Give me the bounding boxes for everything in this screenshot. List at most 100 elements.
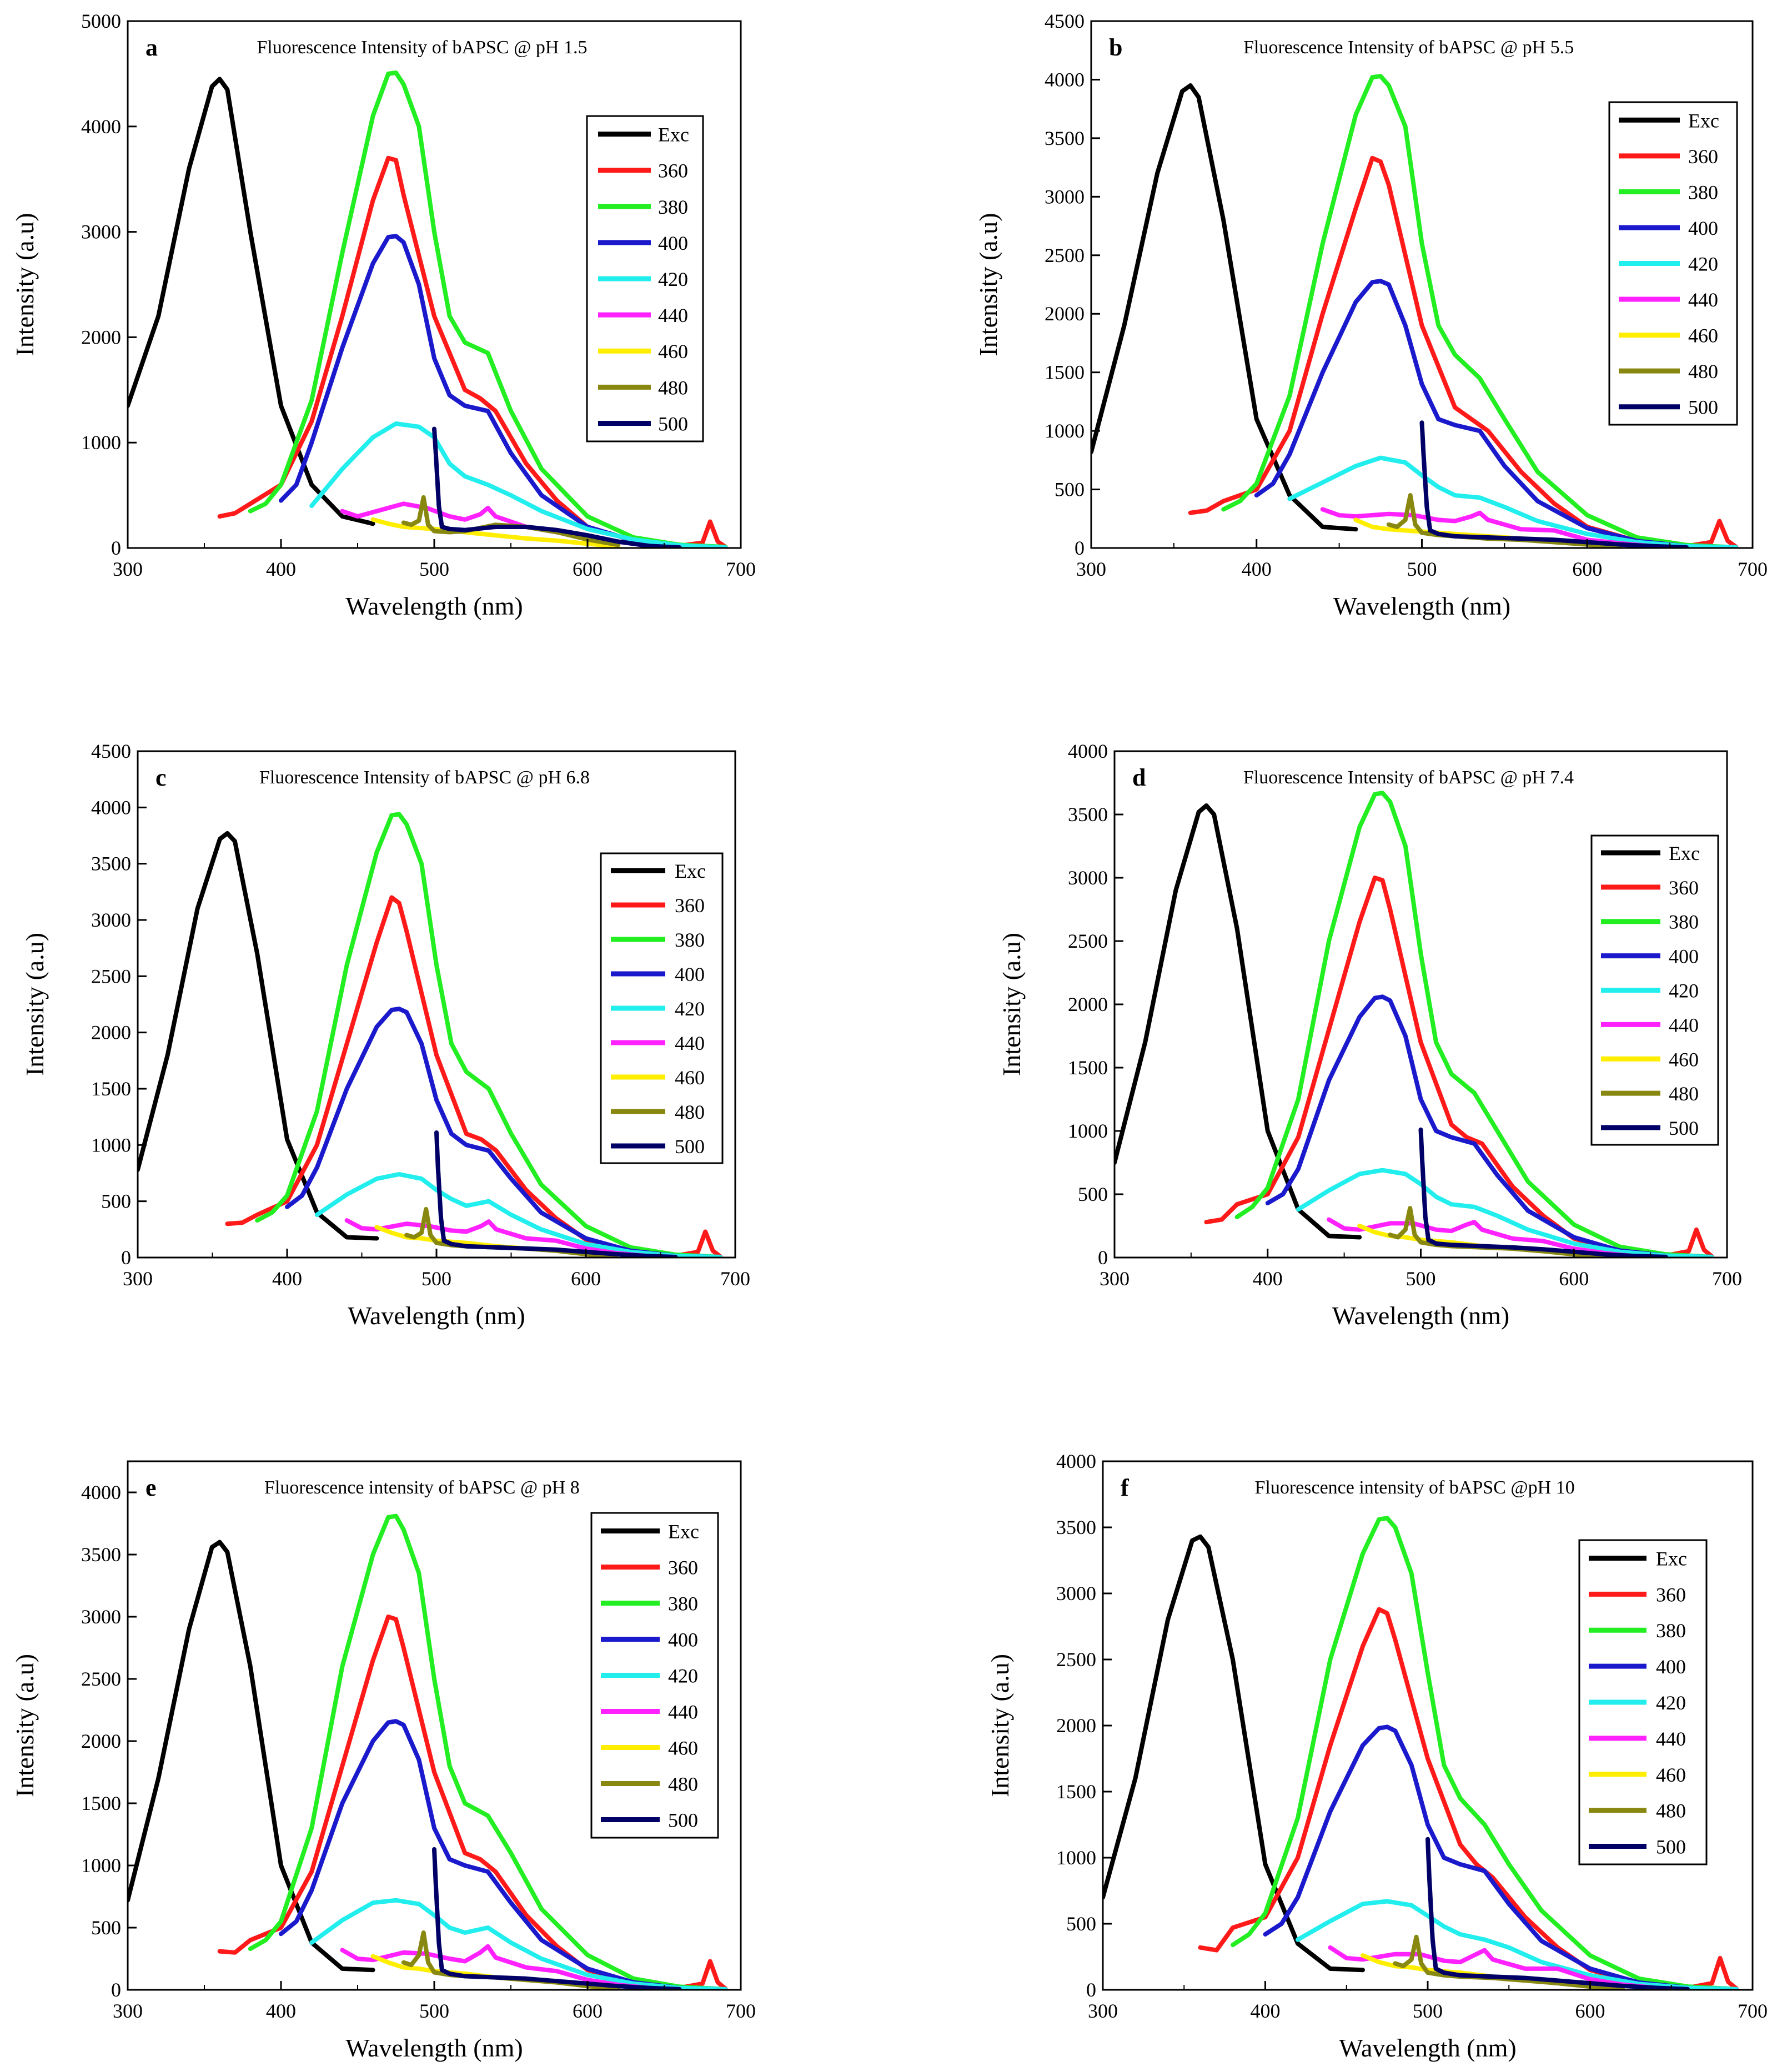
- legend: Exc 360 380 400 420 440 460 480 500: [586, 115, 704, 442]
- x-axis-title: Wavelength (nm): [345, 592, 523, 620]
- x-tick-label: 500: [421, 1268, 451, 1290]
- y-tick-label: 4000: [1056, 1450, 1096, 1472]
- y-tick-label: 3500: [91, 853, 131, 875]
- x-axis-title: Wavelength (nm): [1333, 592, 1510, 620]
- y-tick-label: 3000: [81, 1606, 121, 1628]
- x-tick-label: 300: [123, 1268, 153, 1290]
- x-tick-label: 400: [1242, 558, 1272, 580]
- y-tick-label: 3500: [1068, 803, 1108, 826]
- series-line-Exc: [128, 77, 375, 526]
- legend-label-420: 420: [1669, 980, 1699, 1002]
- x-tick-label: 600: [573, 558, 603, 580]
- series-group: [128, 1513, 728, 1990]
- panel-letter: b: [1109, 34, 1122, 61]
- y-tick-label: 2500: [81, 1668, 121, 1690]
- legend-label-420: 420: [1656, 1692, 1686, 1714]
- y-tick-label: 2000: [91, 1022, 131, 1044]
- x-tick-label: 500: [1407, 558, 1437, 580]
- series-line-500: [1425, 1837, 1690, 1990]
- x-tick-label: 400: [266, 558, 296, 580]
- y-tick-label: 0: [111, 537, 121, 559]
- y-tick-label: 500: [91, 1917, 121, 1939]
- legend-label-500: 500: [668, 1809, 698, 1832]
- series-line-500: [432, 426, 682, 548]
- x-tick-label: 500: [419, 2000, 449, 2022]
- y-tick-label: 4000: [1045, 68, 1085, 90]
- legend-label-420: 420: [675, 998, 705, 1020]
- legend-label-460: 460: [675, 1067, 705, 1089]
- x-tick-label: 600: [571, 1268, 601, 1290]
- y-axis-title: Intensity (a.u): [11, 1654, 39, 1797]
- legend-label-Exc: Exc: [1656, 1547, 1687, 1570]
- y-tick-label: 0: [111, 1979, 121, 2001]
- series-line-440: [1328, 1945, 1658, 1990]
- series-line-Exc: [138, 831, 379, 1241]
- y-tick-label: 3500: [81, 1543, 121, 1566]
- legend-label-480: 480: [668, 1773, 698, 1796]
- y-tick-label: 1000: [81, 431, 121, 454]
- y-tick-label: 1500: [91, 1078, 131, 1100]
- y-tick-label: 2500: [1056, 1648, 1096, 1671]
- legend-label-500: 500: [1656, 1836, 1686, 1858]
- legend-label-360: 360: [675, 894, 705, 917]
- x-axis-title: Wavelength (nm): [1339, 2034, 1516, 2062]
- legend-label-460: 460: [668, 1737, 698, 1759]
- panel-title: Fluorescence Intensity of bAPSC @ pH 5.5: [1243, 37, 1574, 58]
- series-line-420: [1296, 1168, 1714, 1258]
- y-tick-label: 2000: [1045, 303, 1085, 325]
- legend-label-440: 440: [675, 1032, 705, 1054]
- series-line-420: [309, 421, 728, 548]
- legend-label-460: 460: [1688, 325, 1718, 347]
- x-tick-label: 700: [720, 1268, 750, 1290]
- series-line-480: [1393, 1934, 1625, 1990]
- legend-label-420: 420: [668, 1665, 698, 1687]
- legend-label-Exc: Exc: [1688, 109, 1719, 132]
- y-tick-label: 2500: [1045, 244, 1085, 266]
- x-tick-label: 500: [1406, 1268, 1436, 1290]
- legend: Exc 360 380 400 420 440 460 480 500: [1590, 834, 1719, 1146]
- legend-label-360: 360: [1669, 877, 1699, 899]
- legend-label-460: 460: [1656, 1764, 1686, 1786]
- y-tick-label: 4500: [1045, 10, 1085, 32]
- panel-d: 300 400 500 600 700 0 500 1000 1500 2000 2500 3000 3…: [997, 740, 1742, 1330]
- series-line-Exc: [1103, 1534, 1365, 1973]
- series-group: [1091, 74, 1739, 548]
- y-tick-label: 2000: [81, 1730, 121, 1752]
- y-tick-label: 3500: [1056, 1516, 1096, 1538]
- series-line-380: [1231, 1516, 1739, 1990]
- y-tick-label: 0: [1098, 1246, 1108, 1269]
- y-tick-label: 500: [1078, 1183, 1108, 1205]
- y-tick-label: 0: [121, 1246, 131, 1269]
- x-tick-label: 700: [726, 2000, 756, 2022]
- series-line-400: [1265, 994, 1714, 1258]
- y-tick-label: 5000: [81, 10, 121, 32]
- series-line-440: [344, 1218, 648, 1258]
- x-axis-title: Wavelength (nm): [1332, 1301, 1509, 1330]
- panel-letter: c: [155, 764, 167, 791]
- series-line-420: [309, 1898, 728, 1990]
- legend-label-Exc: Exc: [668, 1521, 699, 1543]
- y-tick-label: 1500: [81, 1792, 121, 1814]
- legend-label-Exc: Exc: [658, 124, 689, 146]
- y-tick-label: 2000: [81, 326, 121, 348]
- legend-label-360: 360: [1656, 1583, 1686, 1606]
- x-tick-label: 400: [1251, 2000, 1281, 2022]
- legend: Exc 360 380 400 420 440 460 480 500: [1578, 1539, 1708, 1865]
- y-tick-label: 3000: [81, 221, 121, 243]
- y-tick-label: 2500: [91, 965, 131, 987]
- series-line-400: [1254, 279, 1739, 548]
- x-tick-label: 300: [113, 558, 143, 580]
- y-tick-label: 1000: [91, 1134, 131, 1156]
- y-axis-title: Intensity (a.u): [986, 1654, 1014, 1797]
- series-line-440: [340, 1944, 651, 1990]
- y-axis-title: Intensity (a.u): [11, 213, 39, 356]
- y-tick-label: 3000: [1045, 185, 1085, 208]
- legend: Exc 360 380 400 420 440 460 480 500: [600, 852, 724, 1164]
- y-tick-label: 1000: [1056, 1847, 1096, 1869]
- x-tick-label: 700: [1738, 558, 1768, 580]
- series-line-500: [1419, 420, 1689, 548]
- x-tick-label: 700: [1738, 2000, 1768, 2022]
- series-line-400: [1263, 1724, 1739, 1990]
- series-line-Exc: [1115, 803, 1362, 1240]
